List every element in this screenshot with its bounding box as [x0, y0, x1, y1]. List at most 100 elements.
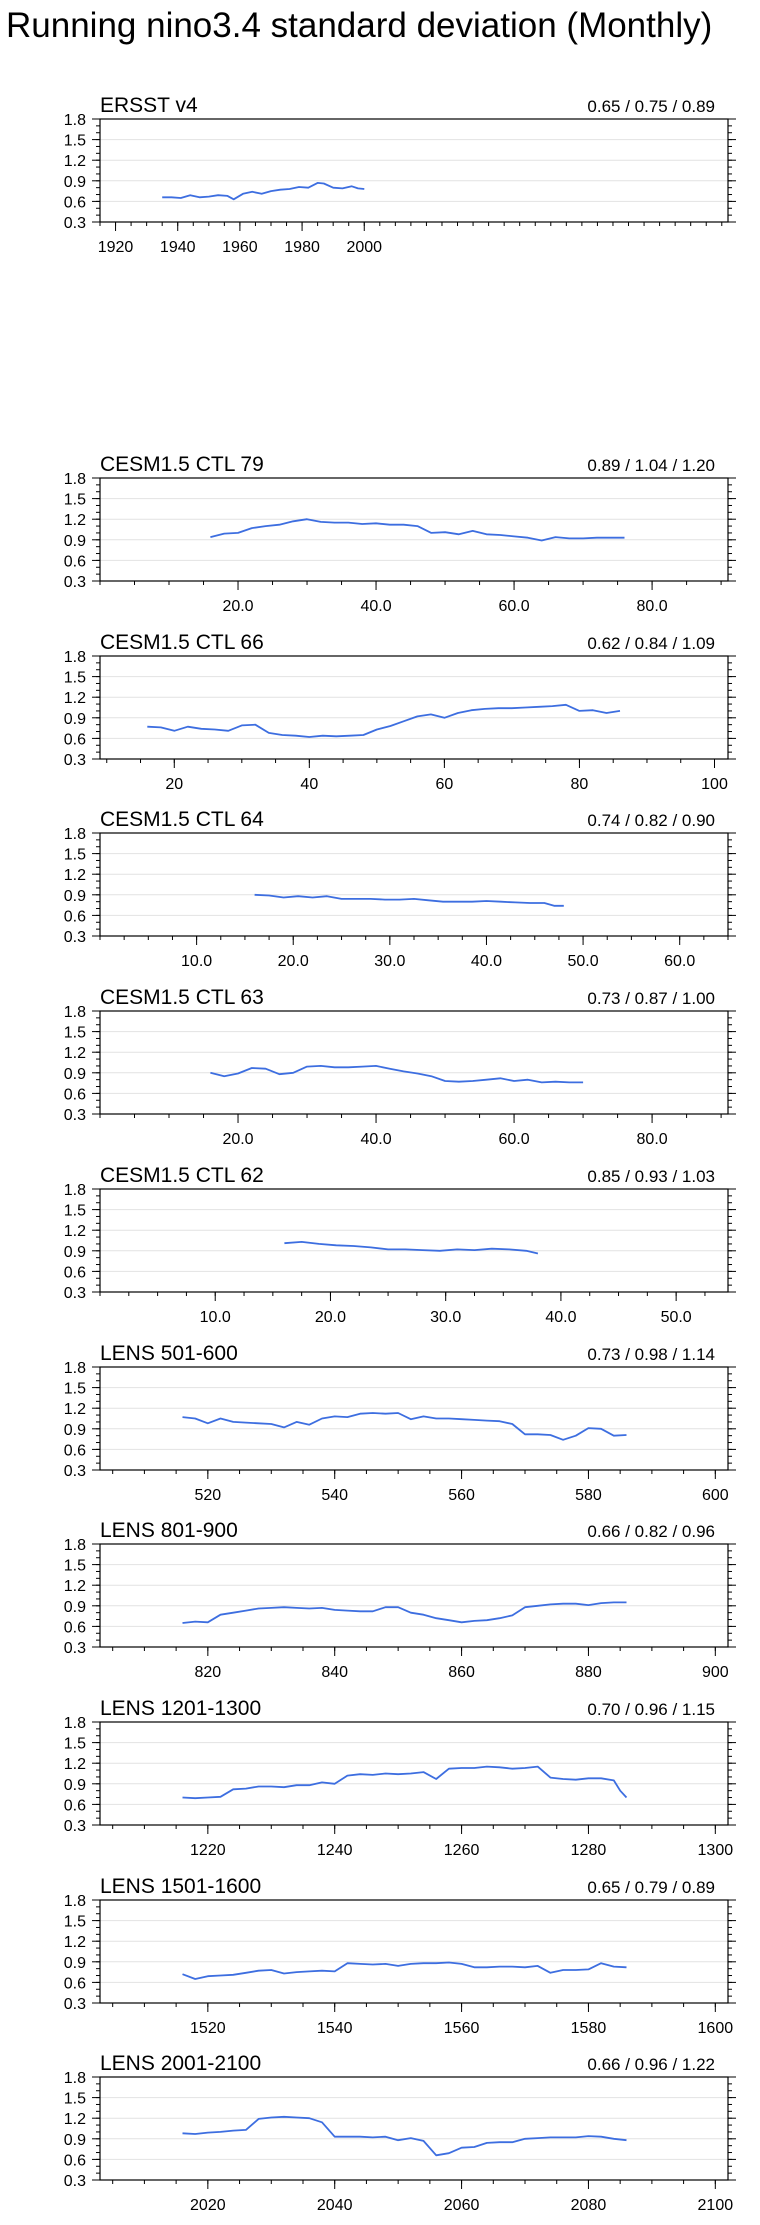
y-tick-label: 0.9 [64, 533, 86, 550]
plot-frame [99, 1543, 729, 1648]
x-tick-label: 60 [435, 776, 453, 793]
x-tick-label: 30.0 [374, 953, 405, 970]
y-tick-label: 1.8 [64, 1715, 86, 1732]
chart-panel: LENS 2001-2100 0.66 / 0.96 / 1.22 0.3 0.6 0.… [64, 2052, 736, 2214]
chart-panel: LENS 1201-1300 0.70 / 0.96 / 1.15 0.3 0.6 0.… [64, 1697, 736, 1859]
chart-stats: 0.85 / 0.93 / 1.03 [587, 1167, 715, 1186]
y-tick-label: 0.3 [64, 574, 86, 591]
x-tick-label: 40.0 [471, 953, 502, 970]
plot-frame [99, 1366, 729, 1471]
data-line [284, 1241, 539, 1255]
x-tick-label: 1960 [222, 239, 258, 256]
data-line [182, 1765, 628, 1800]
x-tick-label: 20.0 [222, 598, 253, 615]
y-tick-label: 1.5 [64, 847, 86, 864]
plot-frame [99, 655, 729, 760]
x-tick-label: 840 [321, 1664, 348, 1681]
y-tick-label: 0.6 [64, 1619, 86, 1636]
y-tick-label: 1.2 [64, 1045, 86, 1062]
x-tick-label: 560 [448, 1487, 475, 1504]
y-tick-label: 0.3 [64, 1285, 86, 1302]
plot-frame [99, 1721, 729, 1826]
x-tick-label: 60.0 [498, 598, 529, 615]
x-tick-label: 2000 [346, 239, 382, 256]
x-tick-label: 2060 [444, 2197, 480, 2214]
x-tick-label: 20.0 [278, 953, 309, 970]
x-tick-label: 580 [575, 1487, 602, 1504]
y-tick-label: 0.6 [64, 1264, 86, 1281]
y-tick-label: 1.5 [64, 2091, 86, 2108]
x-tick-label: 10.0 [181, 953, 212, 970]
data-line [147, 703, 621, 738]
x-tick-label: 1240 [317, 1842, 353, 1859]
plot-frame [99, 832, 729, 937]
data-line [210, 518, 625, 542]
x-tick-label: 860 [448, 1664, 475, 1681]
y-tick-label: 0.9 [64, 1599, 86, 1616]
chart-stats: 0.66 / 0.82 / 0.96 [587, 1522, 715, 1541]
chart-stats: 0.62 / 0.84 / 1.09 [587, 634, 715, 653]
x-tick-label: 1540 [317, 2020, 353, 2037]
x-tick-label: 1580 [571, 2020, 607, 2037]
y-tick-label: 1.8 [64, 826, 86, 843]
chart-title: CESM1.5 CTL 66 [100, 631, 264, 654]
x-tick-label: 100 [701, 776, 728, 793]
chart-stats: 0.89 / 1.04 / 1.20 [587, 456, 715, 475]
y-tick-label: 0.9 [64, 888, 86, 905]
data-line [182, 2115, 627, 2157]
y-tick-label: 0.6 [64, 1975, 86, 1992]
x-tick-label: 1220 [190, 1842, 226, 1859]
x-tick-label: 540 [321, 1487, 348, 1504]
y-tick-label: 1.8 [64, 1004, 86, 1021]
x-tick-label: 1920 [98, 239, 134, 256]
x-tick-label: 520 [194, 1487, 221, 1504]
y-tick-label: 0.3 [64, 2173, 86, 2190]
y-tick-label: 0.9 [64, 1066, 86, 1083]
y-tick-label: 1.5 [64, 670, 86, 687]
chart-title: CESM1.5 CTL 79 [100, 453, 264, 476]
y-tick-label: 1.2 [64, 1934, 86, 1951]
plot-frame [99, 1188, 729, 1293]
x-tick-label: 50.0 [661, 1309, 692, 1326]
y-tick-label: 0.3 [64, 215, 86, 232]
chart-stats: 0.65 / 0.79 / 0.89 [587, 1878, 715, 1897]
y-tick-label: 0.6 [64, 194, 86, 211]
x-tick-label: 20 [165, 776, 183, 793]
y-tick-label: 1.5 [64, 492, 86, 509]
y-tick-label: 1.8 [64, 649, 86, 666]
y-tick-label: 1.5 [64, 133, 86, 150]
x-tick-label: 60.0 [664, 953, 695, 970]
y-tick-label: 1.2 [64, 153, 86, 170]
data-line [182, 1961, 627, 1980]
y-tick-label: 0.6 [64, 1442, 86, 1459]
y-tick-label: 0.3 [64, 1107, 86, 1124]
x-tick-label: 20.0 [222, 1131, 253, 1148]
x-tick-label: 80.0 [637, 598, 668, 615]
y-tick-label: 0.6 [64, 908, 86, 925]
x-tick-label: 2100 [698, 2197, 734, 2214]
chart-panel: CESM1.5 CTL 64 0.74 / 0.82 / 0.90 0.3 0.6 0.… [64, 808, 736, 970]
data-line [210, 1065, 584, 1084]
y-tick-label: 0.9 [64, 1955, 86, 1972]
chart-panel: ERSST v4 0.65 / 0.75 / 0.89 0.3 0.6 0.9 1.2 1.… [64, 94, 736, 256]
y-tick-label: 0.9 [64, 174, 86, 191]
y-tick-label: 1.2 [64, 1223, 86, 1240]
x-tick-label: 40.0 [545, 1309, 576, 1326]
chart-panel: CESM1.5 CTL 79 0.89 / 1.04 / 1.20 0.3 0.6 0.… [64, 453, 736, 615]
x-tick-label: 1940 [160, 239, 196, 256]
x-tick-label: 1300 [698, 1842, 734, 1859]
chart-title: CESM1.5 CTL 62 [100, 1164, 264, 1187]
x-tick-label: 50.0 [568, 953, 599, 970]
y-tick-label: 0.3 [64, 1818, 86, 1835]
chart-stats: 0.73 / 0.87 / 1.00 [587, 989, 715, 1008]
y-tick-label: 1.5 [64, 1736, 86, 1753]
y-tick-label: 0.3 [64, 752, 86, 769]
x-tick-label: 1560 [444, 2020, 480, 2037]
x-tick-label: 80.0 [637, 1131, 668, 1148]
y-tick-label: 0.6 [64, 2152, 86, 2169]
x-tick-label: 1520 [190, 2020, 226, 2037]
y-tick-label: 1.5 [64, 1914, 86, 1931]
x-tick-label: 2040 [317, 2197, 353, 2214]
chart-title: LENS 1501-1600 [100, 1875, 261, 1898]
x-tick-label: 820 [194, 1664, 221, 1681]
